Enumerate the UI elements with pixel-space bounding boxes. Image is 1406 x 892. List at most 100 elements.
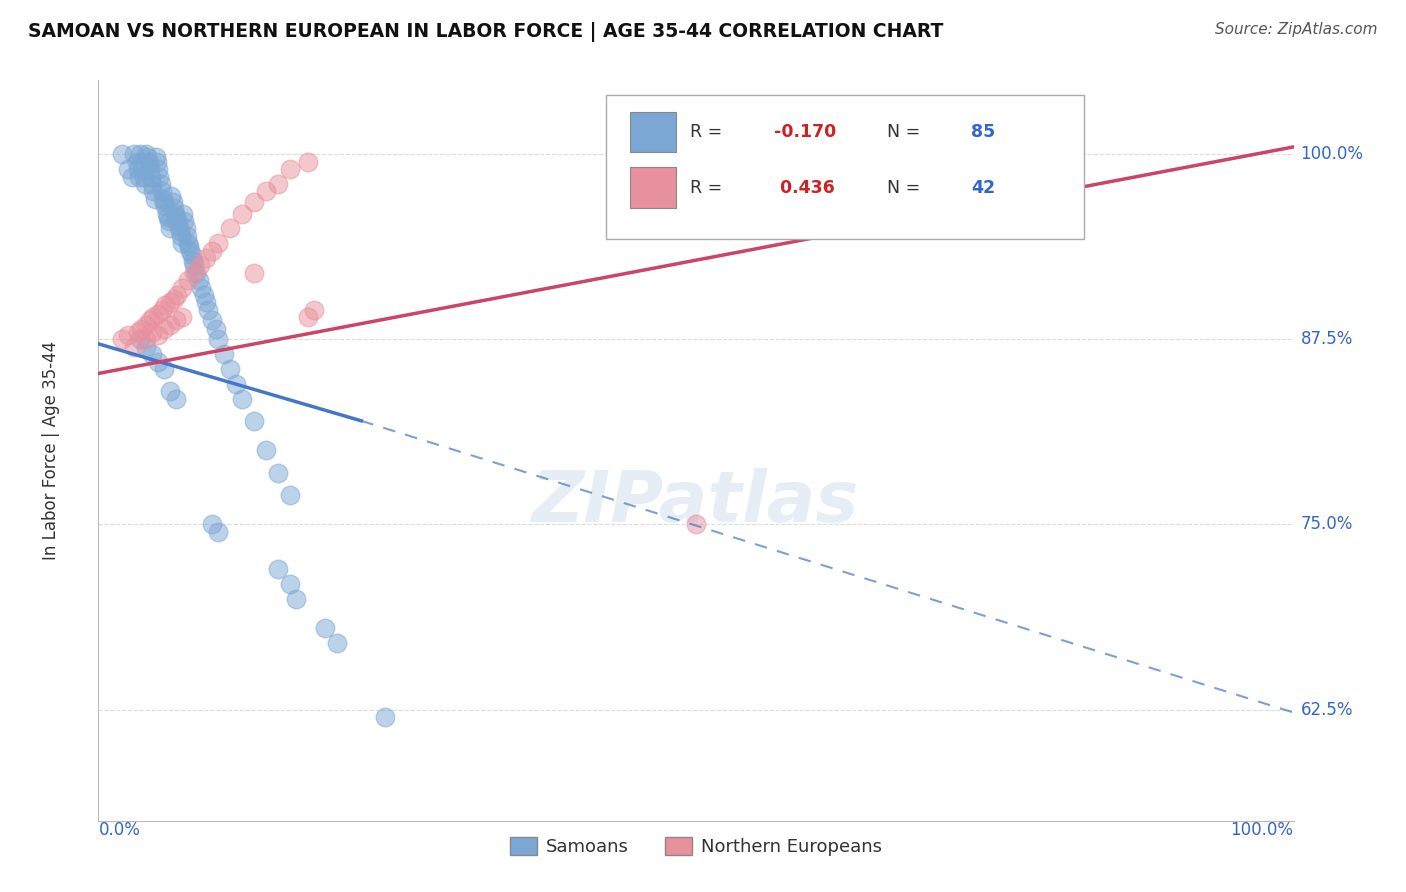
Point	[254, 185, 277, 199]
Point	[195, 251, 218, 265]
Point	[159, 318, 181, 332]
Point	[150, 302, 173, 317]
Point	[150, 185, 173, 199]
Point	[124, 147, 146, 161]
Point	[197, 302, 219, 317]
Point	[127, 325, 149, 339]
Bar	[630, 168, 676, 208]
Point	[204, 322, 226, 336]
Point	[124, 340, 146, 354]
Point	[278, 488, 301, 502]
Point	[155, 298, 177, 312]
Point	[167, 219, 190, 233]
Point	[172, 310, 194, 325]
Legend: Samoans, Northern Europeans: Samoans, Northern Europeans	[502, 830, 890, 863]
Point	[139, 169, 162, 184]
Text: 100.0%: 100.0%	[1301, 145, 1364, 163]
Point	[159, 295, 181, 310]
Point	[148, 169, 170, 184]
Point	[157, 214, 180, 228]
Point	[201, 517, 224, 532]
Point	[159, 384, 181, 399]
Text: N =: N =	[887, 123, 927, 141]
Point	[219, 221, 242, 235]
Point	[984, 147, 1007, 161]
Point	[177, 273, 200, 287]
Point	[129, 332, 152, 346]
Point	[201, 244, 224, 258]
Point	[149, 177, 172, 191]
Point	[142, 310, 165, 325]
Text: 42: 42	[972, 178, 995, 196]
Point	[181, 254, 204, 268]
Point	[183, 266, 205, 280]
Point	[195, 295, 218, 310]
Point	[924, 150, 946, 164]
Text: 85: 85	[972, 123, 995, 141]
Text: R =: R =	[690, 178, 728, 196]
Text: SAMOAN VS NORTHERN EUROPEAN IN LABOR FORCE | AGE 35-44 CORRELATION CHART: SAMOAN VS NORTHERN EUROPEAN IN LABOR FOR…	[28, 22, 943, 42]
Point	[267, 562, 290, 576]
Point	[1043, 147, 1066, 161]
Point	[685, 517, 707, 532]
Point	[174, 221, 197, 235]
Point	[231, 206, 253, 220]
Point	[125, 154, 148, 169]
Point	[179, 244, 201, 258]
Point	[166, 288, 188, 302]
Point	[141, 325, 163, 339]
Point	[267, 466, 290, 480]
Point	[186, 266, 208, 280]
Point	[219, 362, 242, 376]
Point	[121, 169, 143, 184]
Point	[170, 228, 193, 243]
Point	[188, 258, 211, 272]
Point	[141, 177, 163, 191]
Point	[129, 147, 152, 161]
Point	[160, 188, 183, 202]
Point	[131, 162, 153, 177]
Point	[155, 199, 177, 213]
Point	[284, 591, 307, 606]
Point	[165, 210, 187, 224]
Point	[183, 258, 205, 272]
Text: 0.436: 0.436	[773, 178, 834, 196]
Point	[152, 192, 174, 206]
Point	[207, 236, 229, 251]
Point	[172, 206, 194, 220]
Text: N =: N =	[887, 178, 927, 196]
Text: 100.0%: 100.0%	[1230, 821, 1294, 838]
Point	[172, 280, 194, 294]
Point	[176, 228, 198, 243]
Point	[212, 347, 235, 361]
Point	[153, 362, 176, 376]
Point	[278, 162, 301, 177]
Point	[138, 154, 160, 169]
Point	[177, 236, 200, 251]
Point	[127, 162, 149, 177]
Point	[135, 318, 157, 332]
Point	[179, 239, 201, 253]
Point	[243, 194, 266, 209]
Point	[131, 322, 153, 336]
Point	[326, 636, 349, 650]
Point	[173, 214, 195, 228]
Point	[254, 443, 277, 458]
Point	[163, 206, 186, 220]
Point	[139, 313, 162, 327]
Point	[166, 214, 188, 228]
Point	[148, 307, 170, 321]
Point	[297, 154, 319, 169]
Point	[153, 194, 176, 209]
Point	[155, 206, 177, 220]
Point	[135, 340, 157, 354]
Point	[267, 177, 290, 191]
Text: 0.0%: 0.0%	[98, 821, 141, 838]
Text: ZIPatlas: ZIPatlas	[533, 467, 859, 537]
Point	[180, 248, 202, 262]
Point	[135, 147, 157, 161]
Point	[172, 236, 194, 251]
Bar	[630, 112, 676, 153]
Text: 62.5%: 62.5%	[1301, 700, 1353, 719]
Point	[243, 266, 266, 280]
